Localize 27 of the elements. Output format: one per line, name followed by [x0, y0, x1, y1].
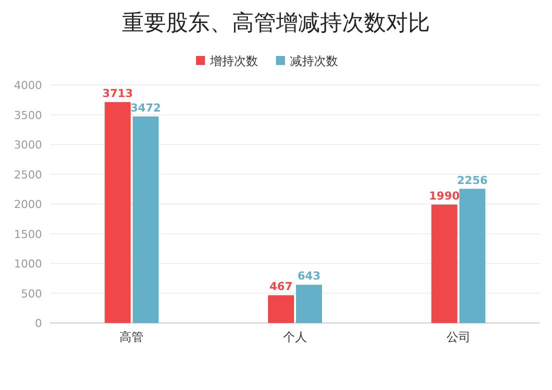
data-label: 467	[270, 280, 292, 294]
y-tick-label: 0	[35, 317, 42, 330]
y-tick-label: 2500	[14, 168, 42, 182]
x-tick-label: 个人	[283, 330, 307, 344]
chart-title: 重要股东、高管增减持次数对比	[122, 11, 430, 36]
bar	[431, 204, 458, 323]
y-tick-label: 1500	[14, 228, 42, 241]
y-tick-label: 3500	[14, 108, 42, 122]
bar	[459, 188, 486, 323]
y-tick-label: 4000	[14, 79, 42, 92]
bar	[296, 284, 322, 323]
data-label: 3713	[102, 87, 133, 100]
legend-label: 增持次数	[209, 54, 258, 68]
y-tick-label: 1000	[14, 258, 42, 270]
data-label: 1990	[429, 190, 460, 203]
y-tick-label: 3000	[14, 138, 42, 152]
legend-label: 减持次数	[290, 54, 338, 68]
data-label: 2256	[457, 174, 488, 187]
data-label: 3472	[130, 101, 161, 114]
y-tick-label: 500	[21, 287, 42, 300]
x-tick-label: 高管	[120, 330, 144, 344]
bar	[104, 102, 131, 323]
y-tick-label: 2000	[14, 198, 42, 211]
x-tick-label: 公司	[446, 330, 470, 344]
bar	[132, 116, 159, 323]
bar	[268, 295, 294, 323]
data-label: 643	[298, 270, 320, 283]
